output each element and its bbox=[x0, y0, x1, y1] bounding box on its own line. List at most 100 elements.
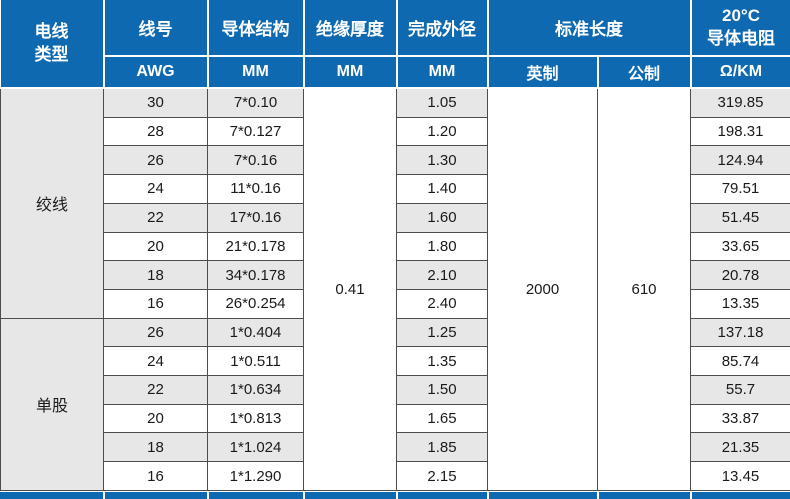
cell-resistance: 13.45 bbox=[690, 461, 790, 491]
header-resistance-line2: 导体电阻 bbox=[707, 28, 775, 48]
cell-resistance: 55.7 bbox=[690, 375, 790, 405]
cell-conductor: 1*1.290 bbox=[207, 461, 304, 491]
cell-outer-diameter: 1.35 bbox=[396, 346, 488, 377]
header-gauge: 线号 bbox=[102, 0, 209, 57]
cell-conductor: 1*0.634 bbox=[207, 375, 304, 405]
cell-awg: 26 bbox=[103, 145, 208, 176]
header-wire-type-line1: 电线 bbox=[34, 22, 69, 42]
header-resistance-line1: 20°C bbox=[722, 6, 760, 26]
cell-outer-diameter: 2.15 bbox=[396, 461, 488, 491]
cell-outer-diameter: 1.25 bbox=[396, 317, 488, 348]
cell-resistance: 33.87 bbox=[690, 403, 790, 434]
cell-awg: 24 bbox=[103, 346, 208, 377]
table-row: 22 1*0.634 1.50 55.7 bbox=[1, 375, 790, 405]
cell-awg: 24 bbox=[103, 174, 208, 204]
cell-conductor: 1*0.404 bbox=[207, 317, 304, 348]
header-insulation: 绝缘厚度 bbox=[302, 0, 398, 57]
cell-outer-diameter: 1.40 bbox=[396, 174, 488, 204]
cell-outer-diameter: 1.30 bbox=[396, 145, 488, 176]
header-wire-type-line2: 类型 bbox=[34, 44, 69, 64]
unit-gauge: AWG bbox=[103, 55, 209, 89]
header-outer-diameter: 完成外径 bbox=[395, 0, 489, 57]
cell-awg: 28 bbox=[103, 116, 208, 147]
cell-awg: 20 bbox=[103, 231, 208, 262]
cell-awg: 18 bbox=[103, 432, 208, 463]
wire-type-cell: 绞线 bbox=[0, 87, 104, 319]
cell-length-imperial-merged: 2000 bbox=[487, 87, 598, 491]
wire-type-cell: 单股 bbox=[0, 317, 104, 492]
cell-awg: 16 bbox=[103, 288, 208, 319]
cell-resistance: 198.31 bbox=[690, 116, 790, 147]
cell-conductor: 17*0.16 bbox=[207, 202, 304, 233]
cell-resistance: 13.35 bbox=[690, 288, 790, 319]
table-row: 24 11*0.16 1.40 79.51 bbox=[1, 174, 790, 204]
cell-awg: 30 bbox=[103, 87, 208, 118]
cell-outer-diameter: 2.40 bbox=[396, 288, 488, 319]
cell-awg: 18 bbox=[103, 260, 208, 290]
table-row: 绞线 30 7*0.10 0.41 1.05 2000 610 319.85 bbox=[0, 87, 790, 491]
header-std-length: 标准长度 bbox=[486, 0, 692, 57]
cell-resistance: 20.78 bbox=[690, 260, 790, 290]
header-resistance: 20°C 导体电阻 bbox=[689, 0, 790, 57]
cell-outer-diameter: 1.65 bbox=[396, 403, 488, 434]
cell-resistance: 137.18 bbox=[690, 317, 790, 348]
cell-resistance: 124.94 bbox=[690, 145, 790, 176]
cell-outer-diameter: 1.05 bbox=[396, 87, 488, 118]
strip-segment bbox=[105, 492, 207, 499]
table-header: 电线 类型 线号 导体结构 绝缘厚度 完成外径 标准长度 20°C 导体电阻 A… bbox=[0, 0, 790, 89]
table-row: 22 17*0.16 1.60 51.45 bbox=[1, 202, 790, 233]
cell-awg: 16 bbox=[103, 461, 208, 491]
cell-conductor: 1*1.024 bbox=[207, 432, 304, 463]
table-body: 绞线 30 7*0.10 0.41 1.05 2000 610 319.85 28 7*0.127… bbox=[0, 87, 790, 492]
cell-resistance: 21.35 bbox=[690, 432, 790, 463]
cell-resistance: 51.45 bbox=[690, 202, 790, 233]
table-row: 24 1*0.511 1.35 85.74 bbox=[1, 346, 790, 377]
strip-segment bbox=[0, 492, 103, 499]
strip-segment bbox=[489, 492, 597, 499]
table-row: 28 7*0.127 1.20 198.31 bbox=[1, 116, 790, 147]
unit-outer-diameter: MM bbox=[395, 55, 489, 89]
cell-awg: 22 bbox=[103, 375, 208, 405]
cell-length-metric-merged: 610 bbox=[597, 87, 691, 491]
table-row: 26 7*0.16 1.30 124.94 bbox=[1, 145, 790, 176]
cell-conductor: 7*0.127 bbox=[207, 116, 304, 147]
strip-segment bbox=[599, 492, 690, 499]
cell-conductor: 7*0.16 bbox=[207, 145, 304, 176]
cell-conductor: 7*0.10 bbox=[207, 87, 304, 118]
cell-resistance: 319.85 bbox=[690, 87, 790, 118]
unit-length-metric: 公制 bbox=[596, 55, 692, 89]
cell-conductor: 11*0.16 bbox=[207, 174, 304, 204]
cell-outer-diameter: 1.85 bbox=[396, 432, 488, 463]
strip-segment bbox=[398, 492, 487, 499]
table-row: 18 1*1.024 1.85 21.35 bbox=[1, 432, 790, 463]
header-wire-type: 电线 类型 bbox=[0, 0, 105, 89]
cell-outer-diameter: 1.50 bbox=[396, 375, 488, 405]
cell-conductor: 26*0.254 bbox=[207, 288, 304, 319]
cell-outer-diameter: 1.80 bbox=[396, 231, 488, 262]
cell-resistance: 33.65 bbox=[690, 231, 790, 262]
cell-awg: 20 bbox=[103, 403, 208, 434]
strip-segment bbox=[692, 492, 790, 499]
cell-conductor: 1*0.511 bbox=[207, 346, 304, 377]
cell-resistance: 79.51 bbox=[690, 174, 790, 204]
header-conductor: 导体结构 bbox=[206, 0, 305, 57]
cell-outer-diameter: 2.10 bbox=[396, 260, 488, 290]
table-row: 16 26*0.254 2.40 13.35 bbox=[1, 288, 790, 319]
table-row: 16 1*1.290 2.15 13.45 bbox=[1, 461, 790, 491]
cell-outer-diameter: 1.60 bbox=[396, 202, 488, 233]
unit-conductor: MM bbox=[206, 55, 305, 89]
strip-segment bbox=[209, 492, 303, 499]
table-row: 18 34*0.178 2.10 20.78 bbox=[1, 260, 790, 290]
unit-resistance: Ω/KM bbox=[689, 55, 790, 89]
table-row: 单股 26 1*0.404 1.25 137.18 bbox=[0, 317, 790, 492]
cell-insulation-merged: 0.41 bbox=[303, 87, 397, 491]
cell-awg: 22 bbox=[103, 202, 208, 233]
cell-conductor: 1*0.813 bbox=[207, 403, 304, 434]
next-table-header-strip bbox=[0, 492, 790, 499]
cell-resistance: 85.74 bbox=[690, 346, 790, 377]
cell-awg: 26 bbox=[103, 317, 208, 348]
unit-insulation: MM bbox=[302, 55, 398, 89]
cell-outer-diameter: 1.20 bbox=[396, 116, 488, 147]
